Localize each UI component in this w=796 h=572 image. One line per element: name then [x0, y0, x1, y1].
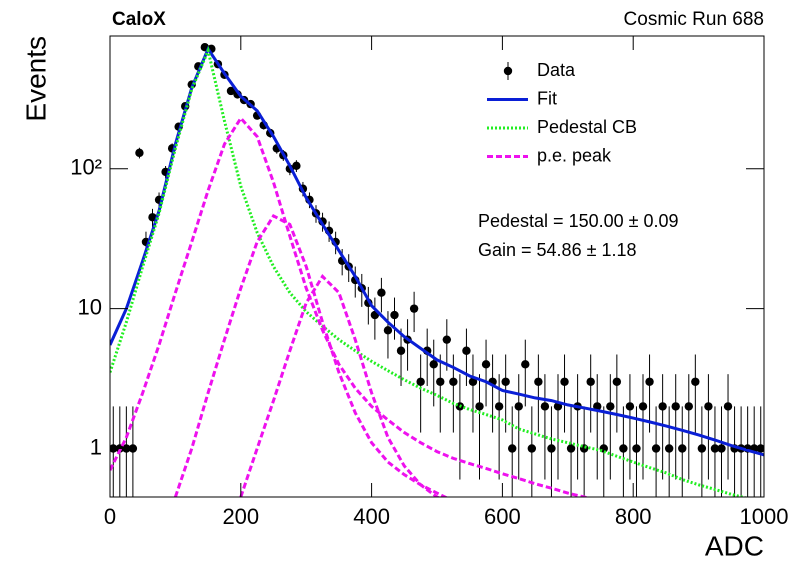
data-point [638, 402, 648, 411]
y-tick-label: 1 [90, 434, 102, 459]
annotation: Gain = 54.86 ± 1.18 [478, 240, 637, 260]
chart-subtitle: Cosmic Run 688 [624, 9, 764, 30]
data-point [521, 360, 530, 369]
data-point [619, 444, 628, 453]
data-point [593, 402, 602, 411]
data-point [468, 377, 478, 386]
data-point [678, 444, 687, 453]
data-point [658, 402, 667, 411]
data-point [462, 346, 471, 355]
annotation: Pedestal = 150.00 ± 0.09 [478, 211, 679, 231]
data-point [475, 402, 484, 411]
data-point [606, 402, 615, 411]
data-point [449, 377, 458, 386]
data-point [501, 377, 510, 386]
data-point [540, 402, 550, 411]
data-point [612, 377, 622, 386]
data-point [442, 335, 452, 344]
data-point [409, 304, 419, 313]
legend-label: p.e. peak [537, 145, 612, 165]
fit-curve [110, 45, 764, 457]
y-tick-label: 10² [70, 155, 102, 180]
x-tick-label: 0 [104, 504, 116, 529]
fit-curve [239, 274, 441, 497]
legend-marker [503, 66, 513, 76]
legend-label: Data [537, 60, 576, 80]
data-point [697, 444, 707, 453]
data-point [383, 326, 393, 335]
axes: 0 200 400 600 800 1000 1 10 10² [70, 36, 788, 529]
legend: Data Fit Pedestal CB p.e. peak [487, 60, 637, 165]
x-tick-label: 1000 [740, 504, 789, 529]
data-point [292, 161, 301, 171]
data-point [508, 444, 517, 453]
data-point [534, 377, 543, 386]
data-point [710, 444, 720, 453]
y-axis-label: Events [20, 36, 51, 122]
plot-area [110, 43, 764, 497]
data-point [416, 377, 425, 386]
data-point [527, 444, 537, 453]
legend-label: Pedestal CB [537, 117, 637, 137]
data-point [390, 310, 399, 320]
x-tick-label: 200 [222, 504, 259, 529]
x-axis-label: ADC [705, 530, 764, 561]
x-tick-label: 800 [615, 504, 652, 529]
legend-label: Fit [537, 88, 557, 108]
data-point [377, 288, 386, 297]
data-point [135, 148, 144, 158]
fit-curve [110, 45, 749, 497]
fit-curve [173, 213, 449, 497]
data-point [632, 444, 641, 453]
data-point [684, 402, 693, 411]
frame [109, 35, 765, 498]
data-point [128, 444, 138, 453]
data-point [717, 444, 726, 453]
data-point [148, 213, 157, 222]
data-point [566, 444, 576, 453]
data-point [560, 377, 569, 386]
x-tick-label: 400 [353, 504, 390, 529]
x-tick-label: 600 [484, 504, 521, 529]
data-point [723, 402, 733, 411]
data-point [429, 360, 438, 369]
data-point [494, 402, 504, 411]
data-point [645, 377, 654, 386]
data-point [691, 377, 700, 386]
data-point [671, 402, 680, 411]
fit-curve [110, 115, 591, 497]
data-point [586, 377, 595, 386]
data-point [481, 360, 491, 369]
y-tick-label: 10 [78, 294, 102, 319]
data-point [651, 444, 661, 453]
data-point [664, 444, 674, 453]
data-point [436, 377, 445, 386]
chart-title: CaloX [112, 9, 166, 30]
data-point [514, 402, 523, 411]
data-point [396, 346, 406, 355]
data-point [226, 86, 236, 96]
data-point [625, 402, 635, 411]
data-point [547, 444, 556, 453]
data-point [704, 402, 713, 411]
